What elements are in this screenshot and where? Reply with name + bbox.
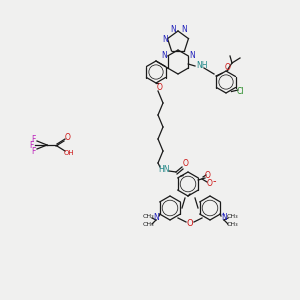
Text: NH: NH — [196, 61, 208, 70]
Text: N: N — [221, 214, 227, 223]
Text: OH: OH — [64, 150, 74, 156]
Text: CH₃: CH₃ — [142, 214, 154, 218]
Text: O: O — [183, 160, 189, 169]
Text: Cl: Cl — [236, 88, 244, 97]
Text: F: F — [31, 148, 35, 157]
Text: O: O — [187, 220, 193, 229]
Text: O: O — [157, 82, 163, 91]
Text: CH₃: CH₃ — [226, 214, 238, 218]
Text: N: N — [162, 34, 168, 43]
Text: CH₃: CH₃ — [226, 221, 238, 226]
Text: O: O — [207, 179, 213, 188]
Text: -: - — [212, 176, 216, 186]
Text: F: F — [29, 142, 33, 151]
Text: N: N — [189, 50, 195, 59]
Text: N: N — [181, 25, 187, 34]
Text: F: F — [31, 134, 35, 143]
Text: N: N — [170, 25, 176, 34]
Text: O: O — [65, 133, 71, 142]
Text: +: + — [220, 212, 225, 217]
Text: HN: HN — [158, 164, 170, 173]
Text: O: O — [225, 64, 231, 73]
Text: N: N — [153, 214, 159, 223]
Text: O: O — [205, 172, 211, 181]
Text: CH₃: CH₃ — [142, 221, 154, 226]
Text: N: N — [161, 50, 167, 59]
